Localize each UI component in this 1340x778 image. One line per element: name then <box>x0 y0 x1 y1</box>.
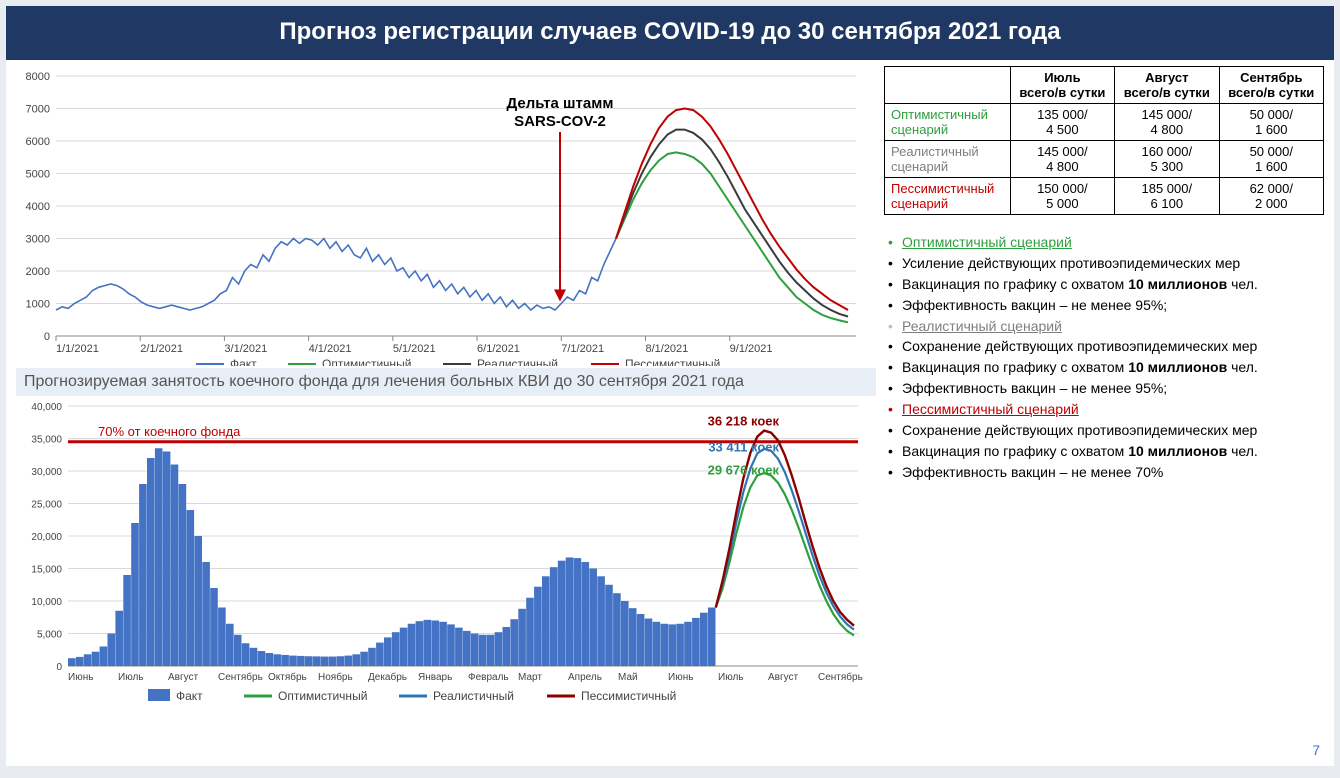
svg-text:Реалистичный: Реалистичный <box>477 357 558 366</box>
title-bar: Прогноз регистрации случаев COVID-19 до … <box>6 6 1334 60</box>
svg-text:Декабрь: Декабрь <box>368 671 407 683</box>
svg-text:Апрель: Апрель <box>568 672 602 683</box>
svg-text:1/1/2021: 1/1/2021 <box>56 343 99 355</box>
svg-text:Май: Май <box>618 672 638 683</box>
svg-text:8/1/2021: 8/1/2021 <box>645 343 688 355</box>
svg-text:29 676 коек: 29 676 коек <box>708 462 780 477</box>
left-column: 0 1000 2000 3000 4000 5000 6000 7000 8000 1/1/202… <box>6 60 876 766</box>
svg-text:Февраль: Февраль <box>468 672 509 683</box>
beds-chart-title: Прогнозируемая занятость коечного фонда … <box>16 368 876 396</box>
svg-text:Июнь: Июнь <box>668 672 693 683</box>
svg-text:33 411 коек: 33 411 коек <box>708 440 779 455</box>
scenario-bullets: •Оптимистичный сценарий•Усиление действу… <box>884 233 1324 482</box>
slide: Прогноз регистрации случаев COVID-19 до … <box>6 6 1334 766</box>
svg-text:Январь: Январь <box>418 672 452 683</box>
svg-text:2000: 2000 <box>26 266 50 278</box>
svg-text:Июль: Июль <box>718 672 744 683</box>
svg-text:Сентябрь: Сентябрь <box>818 671 863 683</box>
svg-text:35,000: 35,000 <box>31 435 62 446</box>
svg-text:20,000: 20,000 <box>31 532 62 543</box>
svg-text:Факт: Факт <box>176 689 203 703</box>
svg-text:5000: 5000 <box>26 169 50 181</box>
svg-text:9/1/2021: 9/1/2021 <box>730 343 773 355</box>
svg-text:Март: Март <box>518 672 542 683</box>
svg-text:Оптимистичный: Оптимистичный <box>278 689 367 703</box>
svg-text:5/1/2021: 5/1/2021 <box>393 343 436 355</box>
svg-text:Реалистичный: Реалистичный <box>433 689 514 703</box>
svg-text:1000: 1000 <box>26 299 50 311</box>
svg-text:2/1/2021: 2/1/2021 <box>140 343 183 355</box>
svg-text:Август: Август <box>768 672 799 683</box>
svg-text:4/1/2021: 4/1/2021 <box>309 343 352 355</box>
svg-text:30,000: 30,000 <box>31 467 62 478</box>
scenario-table: Июльвсего/в суткиАвгуствсего/в суткиСент… <box>884 66 1324 215</box>
svg-text:Июль: Июль <box>118 672 144 683</box>
svg-text:36 218 коек: 36 218 коек <box>708 414 780 429</box>
svg-text:5,000: 5,000 <box>37 630 62 641</box>
svg-text:Октябрь: Октябрь <box>268 671 307 683</box>
svg-text:Сентябрь: Сентябрь <box>218 671 263 683</box>
svg-text:25,000: 25,000 <box>31 500 62 511</box>
svg-text:7/1/2021: 7/1/2021 <box>561 343 604 355</box>
svg-text:0: 0 <box>44 331 50 343</box>
svg-text:10,000: 10,000 <box>31 597 62 608</box>
svg-text:0: 0 <box>56 662 62 673</box>
svg-text:8000: 8000 <box>26 71 50 83</box>
right-column: Июльвсего/в суткиАвгуствсего/в суткиСент… <box>876 60 1334 766</box>
svg-text:6/1/2021: 6/1/2021 <box>477 343 520 355</box>
svg-text:70% от коечного фонда: 70% от коечного фонда <box>98 424 241 439</box>
svg-text:Ноябрь: Ноябрь <box>318 671 353 683</box>
beds-chart: 0 5,000 10,000 15,000 20,000 25,000 30,000 35,0… <box>16 396 874 716</box>
svg-text:SARS-COV-2: SARS-COV-2 <box>514 113 606 130</box>
svg-text:Июнь: Июнь <box>68 672 93 683</box>
svg-text:40,000: 40,000 <box>31 402 62 413</box>
svg-text:3/1/2021: 3/1/2021 <box>224 343 267 355</box>
svg-text:Август: Август <box>168 672 199 683</box>
svg-text:7000: 7000 <box>26 104 50 116</box>
svg-text:Пессимистичный: Пессимистичный <box>581 689 676 703</box>
content-area: 0 1000 2000 3000 4000 5000 6000 7000 8000 1/1/202… <box>6 60 1334 766</box>
cases-chart: 0 1000 2000 3000 4000 5000 6000 7000 8000 1/1/202… <box>16 66 874 366</box>
page-number: 7 <box>1312 742 1320 758</box>
svg-text:4000: 4000 <box>26 201 50 213</box>
svg-text:Оптимистичный: Оптимистичный <box>322 357 411 366</box>
svg-text:Факт: Факт <box>230 357 257 366</box>
svg-text:Пессимистичный: Пессимистичный <box>625 357 720 366</box>
svg-text:3000: 3000 <box>26 234 50 246</box>
svg-text:Дельта штамм: Дельта штамм <box>507 95 614 112</box>
svg-text:15,000: 15,000 <box>31 565 62 576</box>
svg-text:6000: 6000 <box>26 136 50 148</box>
